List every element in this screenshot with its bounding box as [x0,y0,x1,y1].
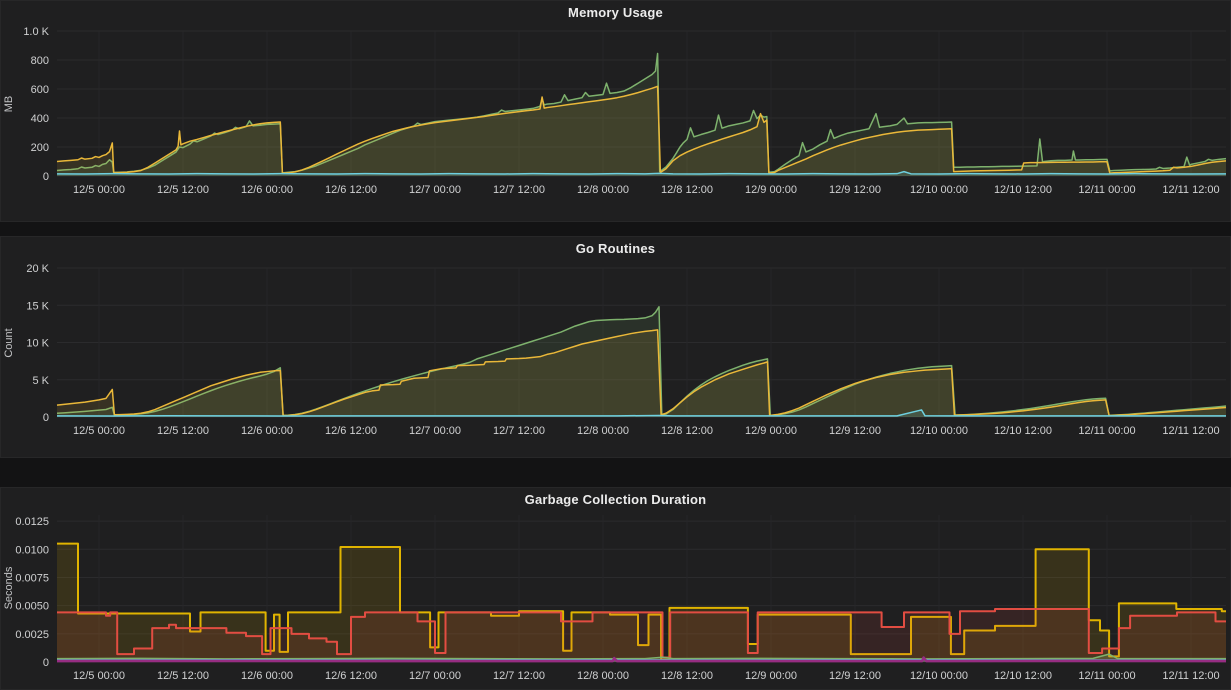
x-axis-tick-label: 12/10 12:00 [994,184,1052,196]
series-yellow-area [57,329,1226,417]
x-axis-tick-label: 12/8 12:00 [661,670,713,682]
x-axis-tick-label: 12/5 12:00 [157,425,209,437]
x-axis-tick-label: 12/5 12:00 [157,670,209,682]
series-yellow-line[interactable] [56,329,1227,417]
panel-title-memory-usage[interactable]: Memory Usage [568,5,663,20]
y-axis-tick-label: 600 [31,84,49,96]
x-axis-tick-label: 12/8 00:00 [577,670,629,682]
y-axis-tick-label: 10 K [26,338,49,350]
y-axis-tick-label: 0 [43,412,49,424]
x-axis-tick-label: 12/7 12:00 [493,184,545,196]
series-red-line[interactable] [57,608,1226,659]
x-axis-tick-label: 12/5 00:00 [73,425,125,437]
x-axis-tick-label: 12/6 00:00 [241,184,293,196]
series-red-area [57,609,1226,662]
x-axis-tick-label: 12/7 00:00 [409,184,461,196]
x-axis-tick-label: 12/11 00:00 [1078,184,1135,196]
x-axis-tick-label: 12/6 00:00 [241,425,293,437]
panel-garbage-collection-duration: Garbage Collection Duration Seconds 0 0.0… [0,487,1231,690]
x-axis-tick-label: 12/7 12:00 [493,425,545,437]
panel-go-routines: Go Routines Count 0 5 K 10 K 15 K 20 K 12/5 0… [0,236,1231,458]
x-axis-tick-label: 12/11 00:00 [1078,670,1135,682]
panel-title-garbage-collection-duration[interactable]: Garbage Collection Duration [524,492,707,507]
x-axis-tick-label: 12/10 12:00 [994,670,1052,682]
x-axis-tick-label: 12/7 00:00 [409,425,461,437]
series-yellow-area [57,543,1226,662]
y-axis-tick-label: 0.0025 [15,629,49,641]
series-purple-line[interactable] [56,656,1227,663]
x-axis-tick-label: 12/9 12:00 [829,670,881,682]
y-axis-tick-label: 5 K [32,375,49,387]
x-axis-tick-label: 12/5 12:00 [157,184,209,196]
x-axis-tick-label: 12/6 12:00 [325,670,377,682]
x-axis-tick-label: 12/5 00:00 [73,184,125,196]
y-axis-tick-label: 400 [31,113,49,125]
x-axis-tick-label: 12/11 12:00 [1162,425,1219,437]
x-axis-tick-label: 12/7 00:00 [409,670,461,682]
series-green-line[interactable] [56,305,1227,417]
y-axis-tick-label: 0.0050 [15,601,49,613]
y-axis-tick-label: 0 [43,657,49,669]
series-green-area [57,53,1226,177]
x-axis-tick-label: 12/9 12:00 [829,425,881,437]
x-axis-tick-label: 12/10 00:00 [910,184,968,196]
garbage-collection-chart-plot[interactable]: Seconds 0 0.0025 0.0050 0.0075 0.0100 0.0125 1… [0,487,1231,690]
x-axis-tick-label: 12/10 12:00 [994,425,1052,437]
y-axis-tick-label: 0 [43,171,49,183]
x-axis-tick-label: 12/10 00:00 [910,425,968,437]
y-axis-tick-label: 800 [31,55,49,67]
x-axis-tick-label: 12/7 12:00 [493,670,545,682]
y-axis-tick-label: 200 [31,142,49,154]
y-axis-unit-label: MB [3,96,15,113]
x-axis-tick-label: 12/10 00:00 [910,670,968,682]
y-axis-tick-label: 0.0100 [15,544,49,556]
x-axis-tick-label: 12/6 00:00 [241,670,293,682]
panel-title-go-routines[interactable]: Go Routines [575,241,656,256]
x-axis-tick-label: 12/11 12:00 [1162,184,1219,196]
x-axis-tick-label: 12/8 12:00 [661,184,713,196]
x-axis-tick-label: 12/6 12:00 [325,425,377,437]
x-axis-tick-label: 12/5 00:00 [73,670,125,682]
series-green-area [57,306,1226,417]
x-axis-tick-label: 12/8 00:00 [577,184,629,196]
series-cyan-line[interactable] [56,170,1227,175]
y-axis-tick-label: 15 K [26,300,49,312]
x-axis-tick-label: 12/6 12:00 [325,184,377,196]
x-axis-tick-label: 12/11 12:00 [1162,670,1219,682]
y-axis-tick-label: 1.0 K [23,26,49,38]
go-routines-chart-plot[interactable]: Count 0 5 K 10 K 15 K 20 K 12/5 00:00 12/5 12:… [0,236,1231,458]
memory-usage-chart-plot[interactable]: MB 0 200 400 600 800 1.0 K 12/5 00:00 12/5 12:0… [0,0,1231,222]
y-axis-tick-label: 0.0125 [15,516,49,528]
x-axis-tick-label: 12/9 12:00 [829,184,881,196]
x-axis-tick-label: 12/8 12:00 [661,425,713,437]
x-axis-tick-label: 12/9 00:00 [745,670,797,682]
y-axis-unit-label: Seconds [3,566,15,609]
panel-memory-usage: Memory Usage MB 0 200 400 600 800 1.0 K 12/5 0… [0,0,1231,222]
x-axis-tick-label: 12/9 00:00 [745,184,797,196]
x-axis-tick-label: 12/8 00:00 [577,425,629,437]
series-yellow-line[interactable] [56,85,1227,174]
series-yellow-line[interactable] [57,542,1226,661]
y-axis-unit-label: Count [3,328,15,357]
x-axis-tick-label: 12/11 00:00 [1078,425,1135,437]
y-axis-tick-label: 0.0075 [15,572,49,584]
series-yellow-area [57,86,1226,176]
y-axis-tick-label: 20 K [26,263,49,275]
series-green-line[interactable] [56,653,1226,660]
x-axis-tick-label: 12/9 00:00 [745,425,797,437]
series-cyan-line[interactable] [56,409,1226,417]
